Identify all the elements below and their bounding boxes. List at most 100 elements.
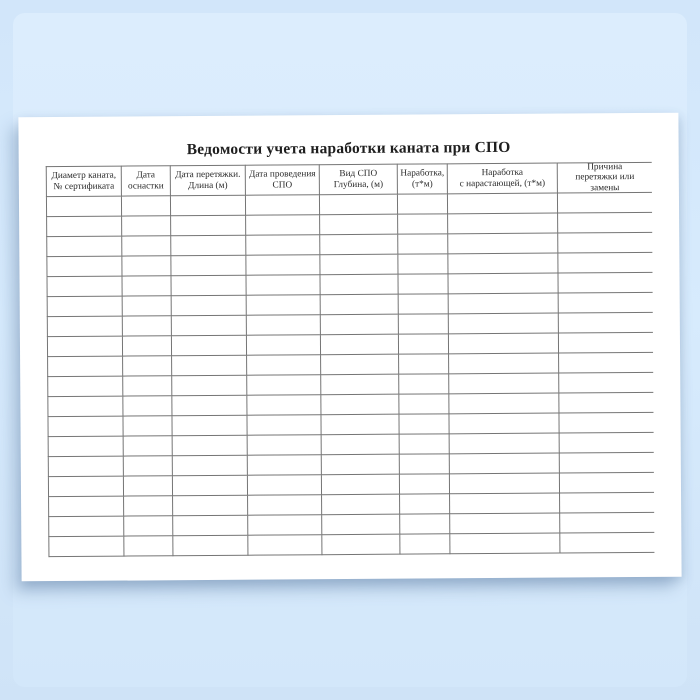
table-cell-empty	[397, 254, 448, 275]
column-header-operating-time: Наработка, (т*м)	[396, 163, 447, 195]
table-cell-empty	[557, 232, 653, 254]
table-cell-empty	[321, 494, 400, 516]
table-cell-empty	[321, 514, 400, 536]
table-cell-empty	[449, 513, 560, 535]
table-cell-empty	[447, 333, 559, 355]
table-cell-empty	[245, 275, 320, 296]
table-cell-empty	[47, 396, 123, 418]
table-cell-empty	[556, 192, 653, 214]
table-cell-empty	[170, 275, 246, 297]
table-cell-empty	[170, 235, 246, 257]
table-cell-empty	[559, 512, 655, 534]
table-cell-empty	[170, 315, 246, 337]
table-cell-empty	[558, 392, 654, 414]
document-sheet: Ведомости учета наработки каната при СПО…	[18, 112, 682, 582]
table-cell-empty	[557, 212, 653, 234]
document-title: Ведомости учета наработки каната при СПО	[186, 138, 511, 159]
table-cell-empty	[447, 313, 558, 335]
table-cell-empty	[47, 436, 123, 458]
table-cell-empty	[320, 354, 399, 376]
table-cell-empty	[245, 315, 320, 336]
table-cell-empty	[47, 416, 123, 438]
table-cell-empty	[45, 196, 122, 218]
table-cell-empty	[246, 455, 321, 476]
table-cell-empty	[48, 496, 124, 518]
table-cell-empty	[171, 355, 247, 377]
table-cell-empty	[448, 353, 559, 375]
table-cell-empty	[558, 452, 654, 474]
table-cell-empty	[398, 374, 449, 395]
table-cell-empty	[320, 414, 399, 436]
table-cell-empty	[46, 216, 122, 238]
column-header-label: Причина перетяжки или замены	[575, 161, 635, 194]
table-cell-empty	[245, 215, 320, 236]
table-cell-empty	[47, 356, 123, 378]
table-cell-empty	[448, 473, 560, 495]
table-cell-empty	[247, 515, 322, 536]
column-header-spo-type-depth: Вид СПО Глубина, (м)	[318, 163, 397, 196]
table-cell-empty	[246, 435, 321, 456]
table-cell-empty	[246, 415, 321, 436]
table-cell-empty	[320, 434, 399, 456]
table-cell-empty	[245, 295, 320, 316]
table-cell-empty	[123, 516, 173, 537]
table-cell-empty	[397, 334, 449, 355]
table-cell-empty	[121, 276, 171, 297]
table-cell-empty	[399, 494, 450, 515]
table-cell-empty	[172, 535, 248, 557]
table-cell-empty	[121, 336, 172, 357]
column-header-re-reeving-date-length: Дата перетяжки. Длина (м)	[169, 164, 245, 197]
table-cell-empty	[121, 216, 171, 237]
table-cell-empty	[320, 474, 400, 496]
table-cell-empty	[48, 536, 124, 558]
table-cell-empty	[448, 373, 559, 395]
table-cell-empty	[46, 296, 122, 318]
table-cell-empty	[559, 532, 655, 554]
table-cell-empty	[246, 395, 321, 416]
table-cell-empty	[397, 274, 448, 295]
table-cell-empty	[557, 312, 653, 334]
column-header-spo-date: Дата проведения СПО	[244, 164, 319, 196]
table-cell-empty	[321, 534, 400, 556]
table-cell-empty	[397, 314, 448, 335]
table-cell-empty	[171, 455, 247, 477]
table-cell-empty	[447, 293, 558, 315]
table-cell-empty	[46, 276, 122, 298]
table-cell-empty	[122, 476, 173, 497]
table-cell-empty	[121, 256, 171, 277]
table-cell-empty	[170, 215, 246, 237]
table-cell-empty	[449, 533, 560, 555]
table-cell-empty	[46, 336, 123, 358]
table-cell-empty	[46, 236, 122, 258]
table-cell-empty	[557, 272, 653, 294]
table-cell-empty	[246, 375, 321, 396]
column-header-label: Наработка с нарастающей, (т*м)	[459, 167, 546, 189]
table-cell-empty	[46, 256, 122, 278]
table-cell-empty	[46, 316, 122, 338]
table-cell-empty	[47, 456, 123, 478]
table-cell-empty	[47, 376, 123, 398]
column-header-label: Дата проведения СПО	[248, 169, 316, 191]
table-cell-empty	[172, 515, 248, 537]
table-cell-empty	[319, 274, 398, 296]
table-cell-empty	[169, 195, 246, 217]
table-cell-empty	[558, 372, 654, 394]
table-cell-empty	[171, 375, 247, 397]
table-cell-empty	[170, 295, 246, 317]
table-cell-empty	[172, 495, 248, 517]
table-cell-empty	[123, 536, 173, 557]
table-cell-empty	[558, 432, 654, 454]
table-cell-empty	[319, 214, 398, 236]
table-cell-empty	[245, 335, 321, 356]
table-cell-empty	[397, 294, 448, 315]
table-cell-empty	[396, 194, 448, 215]
table-cell-empty	[398, 354, 449, 375]
table-cell-empty	[398, 454, 449, 475]
table-cell-empty	[122, 356, 172, 377]
table-cell-empty	[319, 334, 399, 356]
table-cell-empty	[245, 255, 320, 276]
table-cell-empty	[244, 195, 320, 216]
table-cell-empty	[320, 394, 399, 416]
table-cell-empty	[171, 475, 248, 497]
table-cell-empty	[558, 472, 655, 494]
